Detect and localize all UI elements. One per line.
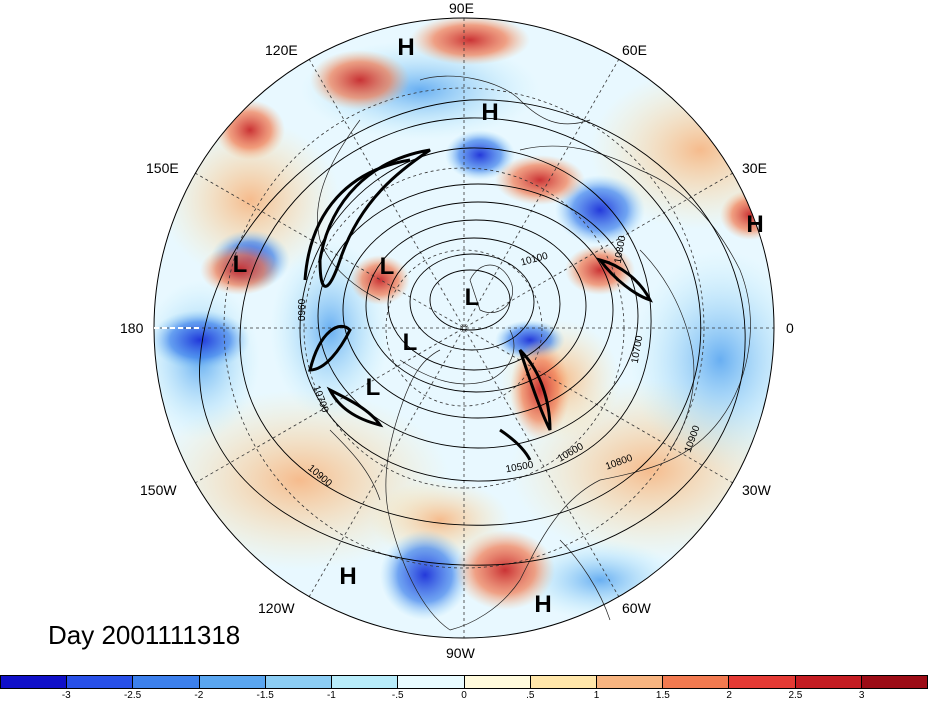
contour-label: 10800 bbox=[613, 234, 629, 264]
high-pressure-marker: H bbox=[746, 211, 763, 238]
colorbar-segment bbox=[663, 676, 730, 688]
lon-label-60w: 60W bbox=[622, 600, 651, 616]
lon-label-120w: 120W bbox=[258, 600, 295, 616]
colorbar-tick-label: 2 bbox=[726, 690, 732, 701]
lon-label-30e: 30E bbox=[742, 160, 767, 176]
colorbar-tick-label: 3 bbox=[858, 690, 865, 701]
contour-label: 0960 bbox=[295, 299, 306, 322]
colorbar-segment bbox=[530, 676, 597, 688]
colorbar-segment bbox=[133, 676, 200, 688]
low-pressure-marker: L bbox=[380, 253, 395, 280]
low-pressure-marker: L bbox=[403, 329, 418, 356]
colorbar-tick-label: -2.5 bbox=[123, 690, 142, 701]
colorbar bbox=[0, 675, 928, 689]
contour-label: 10500 bbox=[505, 460, 535, 476]
high-pressure-marker: H bbox=[481, 99, 498, 126]
colorbar-segment bbox=[861, 676, 928, 688]
colorbar-segment bbox=[795, 676, 862, 688]
graticule bbox=[154, 18, 774, 638]
contour-label: 10700 bbox=[630, 334, 646, 364]
colorbar-segment bbox=[199, 676, 266, 688]
jet-contours bbox=[303, 148, 653, 461]
lon-label-0: 0 bbox=[786, 320, 794, 336]
colorbar-tick-label: 1.5 bbox=[655, 690, 670, 701]
low-pressure-marker: L bbox=[465, 284, 480, 311]
colorbar-segment bbox=[464, 676, 531, 688]
colorbar-segment bbox=[398, 676, 465, 688]
colorbar-tick-label: 0 bbox=[461, 690, 467, 701]
colorbar-segment bbox=[265, 676, 333, 688]
lon-label-150e: 150E bbox=[146, 160, 179, 176]
coastlines bbox=[317, 75, 751, 631]
high-pressure-marker: H bbox=[339, 563, 356, 590]
colorbar-tick-label: 2.5 bbox=[788, 690, 803, 701]
colorbar-tick-label: -.5 bbox=[391, 690, 404, 701]
lon-label-60e: 60E bbox=[622, 42, 647, 58]
colorbar-segment bbox=[332, 676, 399, 688]
shaded-anomaly-field bbox=[154, 18, 774, 638]
date-title: Day 2001111318 bbox=[48, 620, 241, 650]
lon-label-90w: 90W bbox=[446, 645, 475, 661]
colorbar-tick-label: -1.5 bbox=[256, 690, 274, 701]
colorbar-tick-label: -3 bbox=[61, 690, 71, 701]
high-pressure-marker: H bbox=[397, 34, 414, 61]
lon-label-120e: 120E bbox=[265, 42, 298, 58]
lon-label-30w: 30W bbox=[742, 482, 771, 498]
high-pressure-marker: H bbox=[534, 591, 551, 618]
lon-label-180: 180 bbox=[120, 320, 144, 336]
colorbar-tick-label: .5 bbox=[526, 690, 535, 701]
colorbar-segment bbox=[729, 676, 796, 688]
colorbar-tick-label: -2 bbox=[194, 690, 204, 701]
lon-label-90e: 90E bbox=[449, 0, 474, 16]
colorbar-segment bbox=[596, 676, 664, 688]
colorbar-tick-label: 1 bbox=[593, 690, 600, 701]
colorbar-tick-label: -1 bbox=[326, 690, 336, 701]
low-pressure-marker: L bbox=[366, 374, 381, 401]
low-pressure-marker: L bbox=[233, 251, 248, 278]
lon-label-150w: 150W bbox=[140, 482, 177, 498]
colorbar-segment bbox=[67, 676, 134, 688]
colorbar-segment bbox=[1, 676, 68, 688]
